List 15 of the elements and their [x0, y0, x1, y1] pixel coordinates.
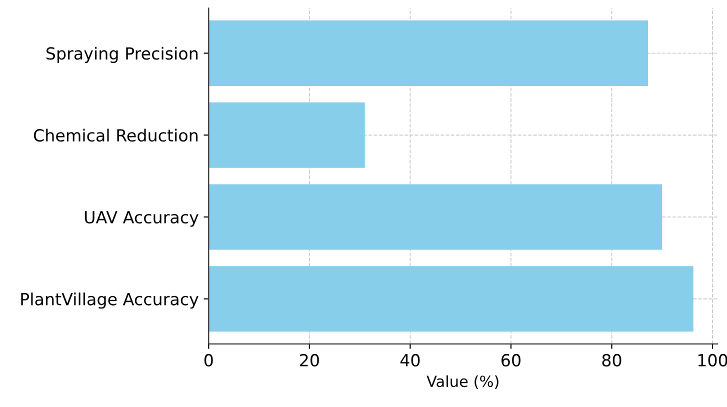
bar [208, 266, 694, 332]
x-tick-label: 80 [602, 354, 622, 367]
bar [208, 102, 365, 168]
x-axis-title: Value (%) [426, 375, 498, 389]
bar [208, 184, 662, 250]
x-tick-label: 100 [698, 354, 727, 367]
y-tick-label: PlantVillage Accuracy [21, 292, 198, 309]
bar [208, 20, 648, 86]
y-tick-label: UAV Accuracy [85, 211, 198, 227]
x-tick-label: 0 [204, 354, 213, 367]
x-tick-label: 40 [400, 354, 420, 367]
y-tick-label: Chemical Reduction [34, 128, 198, 142]
x-tick-label: 60 [502, 354, 520, 367]
y-tick-label: Spraying Precision [46, 46, 198, 63]
x-tick-label: 20 [300, 354, 319, 367]
